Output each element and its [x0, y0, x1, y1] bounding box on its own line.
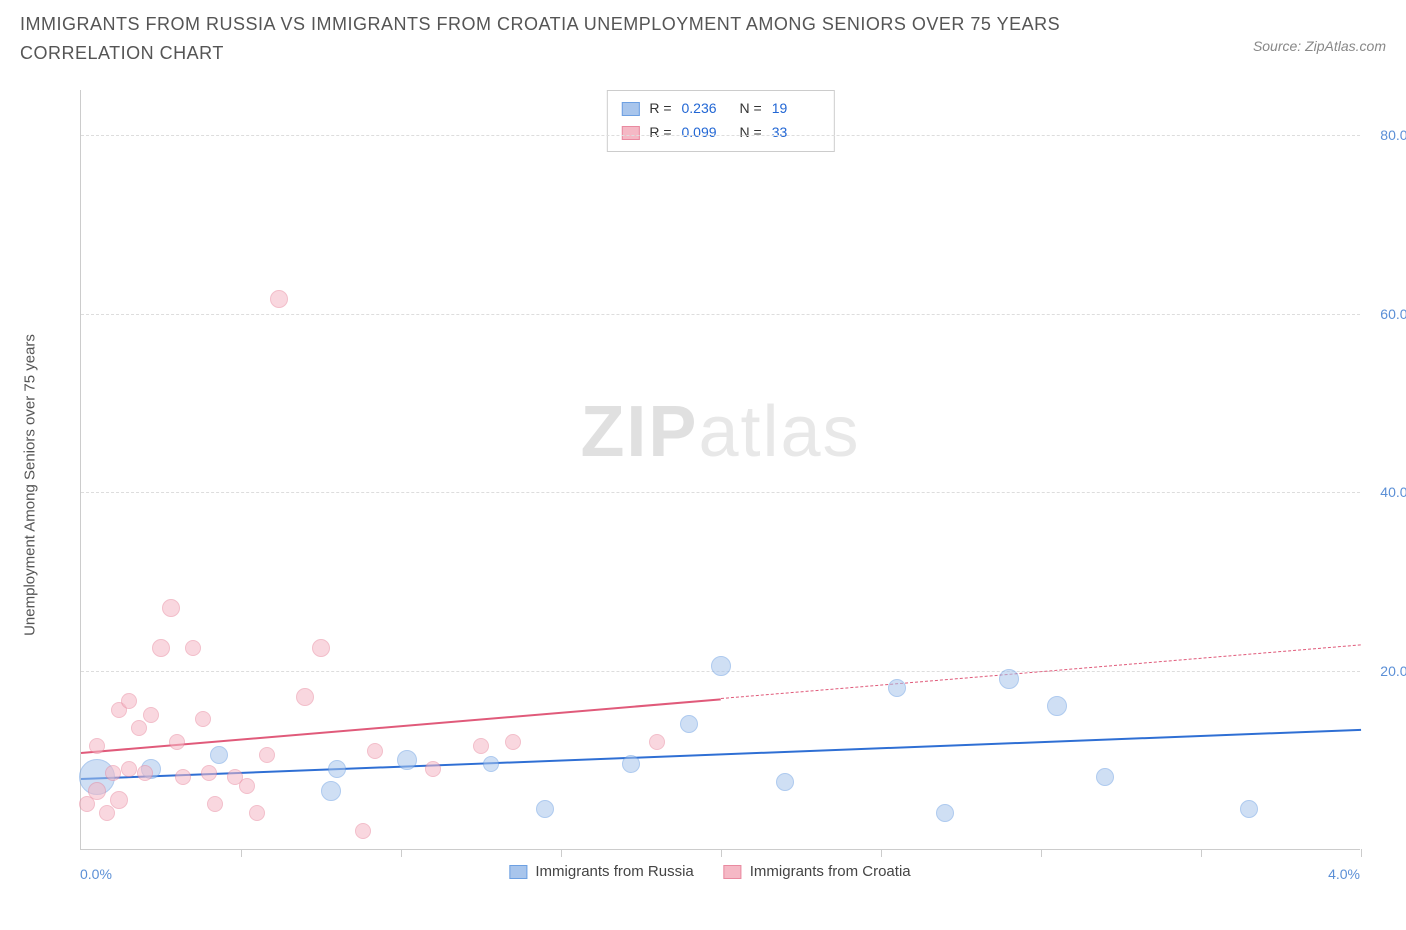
watermark-prefix: ZIP: [580, 392, 698, 472]
stat-r-label: R =: [649, 97, 671, 121]
y-tick-label: 20.0%: [1380, 663, 1406, 679]
data-point: [312, 639, 330, 657]
data-point: [137, 765, 153, 781]
stat-r-label: R =: [649, 121, 671, 145]
data-point: [121, 761, 137, 777]
legend-label: Immigrants from Russia: [535, 863, 693, 880]
chart-area: Unemployment Among Seniors over 75 years…: [60, 90, 1360, 880]
data-point: [99, 805, 115, 821]
data-point: [207, 796, 223, 812]
data-point: [210, 746, 228, 764]
chart-title: IMMIGRANTS FROM RUSSIA VS IMMIGRANTS FRO…: [20, 10, 1170, 68]
legend-swatch: [621, 126, 639, 140]
stat-n-label: N =: [740, 97, 762, 121]
data-point: [680, 715, 698, 733]
data-point: [270, 290, 288, 308]
stat-r-value: 0.099: [682, 121, 730, 145]
data-point: [249, 805, 265, 821]
data-point: [195, 711, 211, 727]
data-point: [776, 773, 794, 791]
data-point: [321, 781, 341, 801]
gridline: [81, 135, 1360, 136]
stat-n-value: 33: [772, 121, 820, 145]
data-point: [105, 765, 121, 781]
legend-swatch: [724, 865, 742, 879]
gridline: [81, 314, 1360, 315]
data-point: [259, 747, 275, 763]
stat-n-value: 19: [772, 97, 820, 121]
data-point: [355, 823, 371, 839]
x-axis-max-label: 4.0%: [1328, 866, 1360, 882]
data-point: [88, 782, 106, 800]
data-point: [473, 738, 489, 754]
data-point: [175, 769, 191, 785]
legend-swatch: [621, 102, 639, 116]
gridline: [81, 492, 1360, 493]
stats-row: R = 0.099 N = 33: [621, 121, 819, 145]
plot-region: ZIPatlas R =0.236N =19R =0.099N =33 20.0…: [80, 90, 1360, 850]
y-tick-label: 40.0%: [1380, 484, 1406, 500]
data-point: [121, 693, 137, 709]
y-tick-label: 80.0%: [1380, 127, 1406, 143]
legend: Immigrants from Russia Immigrants from Cr…: [509, 863, 910, 880]
data-point: [999, 669, 1019, 689]
data-point: [888, 679, 906, 697]
data-point: [1047, 696, 1067, 716]
x-axis-min-label: 0.0%: [80, 866, 112, 882]
data-point: [296, 688, 314, 706]
data-point: [649, 734, 665, 750]
data-point: [131, 720, 147, 736]
data-point: [328, 760, 346, 778]
data-point: [536, 800, 554, 818]
source-label: Source: ZipAtlas.com: [1253, 38, 1386, 54]
stat-r-value: 0.236: [682, 97, 730, 121]
data-point: [1240, 800, 1258, 818]
stats-legend-box: R = 0.236 N = 19 R = 0.099 N = 33: [606, 90, 834, 152]
data-point: [239, 778, 255, 794]
data-point: [1096, 768, 1114, 786]
legend-swatch: [509, 865, 527, 879]
data-point: [110, 791, 128, 809]
watermark: ZIPatlas: [580, 391, 860, 473]
data-point: [367, 743, 383, 759]
x-tick: [1361, 849, 1362, 857]
data-point: [152, 639, 170, 657]
data-point: [711, 656, 731, 676]
data-point: [169, 734, 185, 750]
data-point: [162, 599, 180, 617]
data-point: [397, 750, 417, 770]
data-point: [89, 738, 105, 754]
data-point: [201, 765, 217, 781]
y-tick-label: 60.0%: [1380, 306, 1406, 322]
stats-row: R = 0.236 N = 19: [621, 97, 819, 121]
legend-item: Immigrants from Russia: [509, 863, 693, 880]
watermark-suffix: atlas: [698, 392, 860, 472]
data-point: [483, 756, 499, 772]
stat-n-label: N =: [740, 121, 762, 145]
data-point: [622, 755, 640, 773]
y-axis-label: Unemployment Among Seniors over 75 years: [22, 334, 39, 636]
data-point: [936, 804, 954, 822]
legend-item: Immigrants from Croatia: [724, 863, 911, 880]
data-point: [425, 761, 441, 777]
legend-label: Immigrants from Croatia: [750, 863, 911, 880]
data-point: [143, 707, 159, 723]
data-point: [505, 734, 521, 750]
data-point: [185, 640, 201, 656]
